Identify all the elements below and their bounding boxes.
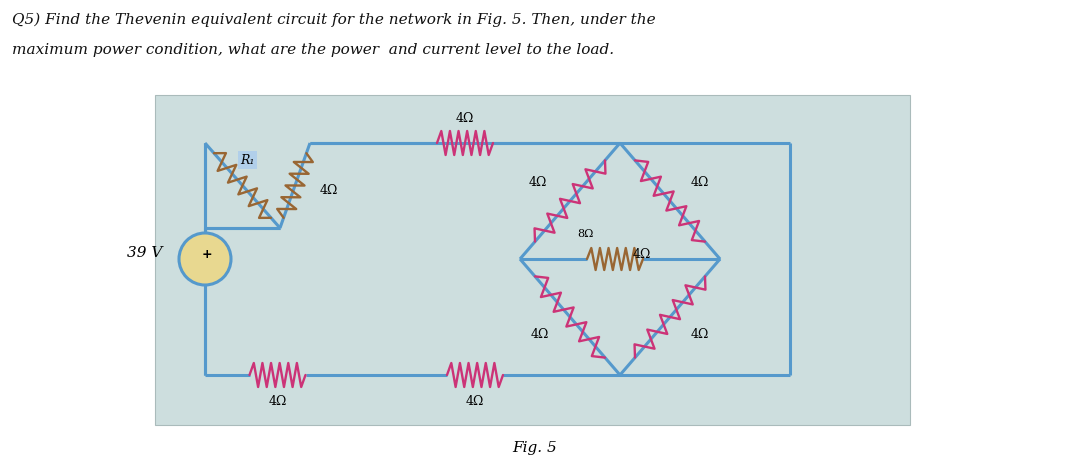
Text: 39 V: 39 V: [127, 246, 163, 260]
Text: R₁: R₁: [241, 154, 255, 167]
Text: 4Ω: 4Ω: [633, 248, 651, 261]
Text: 4Ω: 4Ω: [691, 329, 710, 342]
Text: 4Ω: 4Ω: [691, 176, 710, 189]
Text: Fig. 5: Fig. 5: [513, 441, 557, 455]
FancyBboxPatch shape: [156, 95, 910, 425]
Text: 4Ω: 4Ω: [320, 184, 338, 197]
Text: 8Ω: 8Ω: [577, 229, 593, 239]
Text: +: +: [202, 249, 213, 262]
Text: 4Ω: 4Ω: [529, 176, 548, 189]
Text: maximum power condition, what are the power  and current level to the load.: maximum power condition, what are the po…: [12, 43, 615, 57]
Text: Q5) Find the Thevenin equivalent circuit for the network in Fig. 5. Then, under : Q5) Find the Thevenin equivalent circuit…: [12, 13, 656, 27]
Text: 4Ω: 4Ω: [465, 395, 484, 408]
Text: 4Ω: 4Ω: [268, 395, 286, 408]
Circle shape: [179, 233, 231, 285]
Text: 4Ω: 4Ω: [530, 329, 550, 342]
Text: 4Ω: 4Ω: [456, 112, 474, 125]
